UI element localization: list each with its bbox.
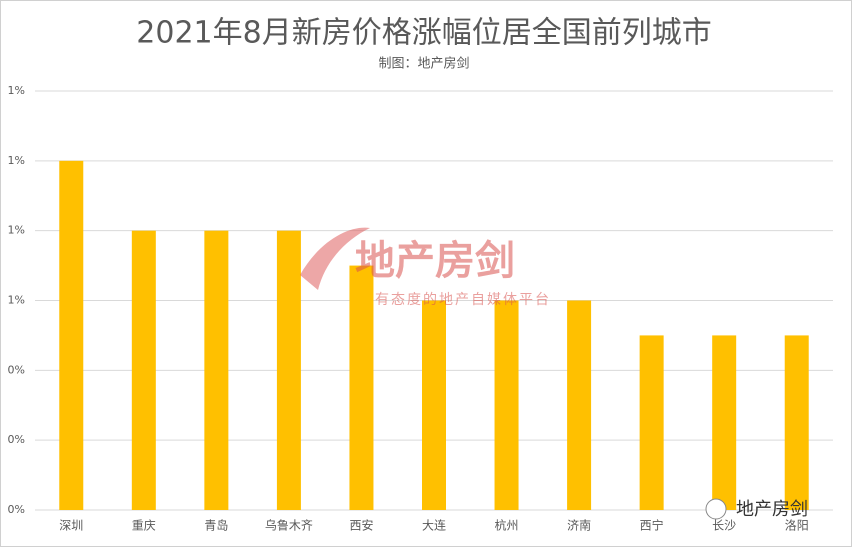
- bar: [276, 230, 301, 510]
- bar: [639, 335, 664, 510]
- bar: [131, 230, 156, 510]
- bar: [349, 265, 374, 510]
- y-tick-label: 0%: [8, 363, 25, 376]
- x-tick-label: 济南: [567, 518, 591, 533]
- y-tick-label: 0%: [8, 433, 25, 446]
- x-tick-label: 青岛: [204, 518, 228, 533]
- y-tick-label: 1%: [8, 224, 25, 237]
- account-icon: [705, 498, 727, 520]
- account-badge: 地产房剑: [705, 498, 808, 520]
- y-tick-label: 1%: [8, 154, 25, 167]
- account-name: 地产房剑: [736, 499, 808, 520]
- plot-area: 0% 0% 0% 1% 1% 1% 1% 深圳 重庆 青岛 乌鲁木齐 西安 大连 杭州 济南 西宁 长沙 洛阳: [8, 84, 833, 533]
- watermark-brand: 地产房剑: [355, 238, 515, 284]
- y-tick-label: 1%: [8, 84, 25, 97]
- chart-title: 2021年8月新房价格涨幅位居全国前列城市: [136, 16, 711, 51]
- bar: [712, 335, 737, 510]
- bar: [422, 300, 446, 510]
- bar: [494, 300, 519, 510]
- watermark-logo: [300, 227, 370, 290]
- x-tick-label: 杭州: [495, 518, 519, 533]
- y-tick-label: 0%: [8, 503, 25, 516]
- x-tick-label: 深圳: [59, 519, 83, 533]
- x-tick-label: 大连: [422, 518, 446, 533]
- x-tick-label: 长沙: [712, 519, 736, 533]
- x-tick-label: 重庆: [132, 519, 156, 533]
- x-tick-label: 西安: [349, 518, 373, 533]
- x-tick-label: 乌鲁木齐: [265, 518, 313, 533]
- chart-subtitle: 制图：地产房剑: [378, 56, 469, 72]
- watermark-slogan: 有态度的地产自媒体平台: [375, 292, 551, 308]
- x-tick-label: 洛阳: [785, 518, 809, 533]
- bar: [784, 335, 809, 510]
- bar: [567, 300, 592, 510]
- y-tick-label: 1%: [8, 294, 25, 307]
- watermark: 地产房剑 有态度的地产自媒体平台: [300, 227, 551, 308]
- x-tick-label: 西宁: [640, 518, 664, 533]
- bar: [204, 230, 229, 510]
- bar: [59, 160, 84, 511]
